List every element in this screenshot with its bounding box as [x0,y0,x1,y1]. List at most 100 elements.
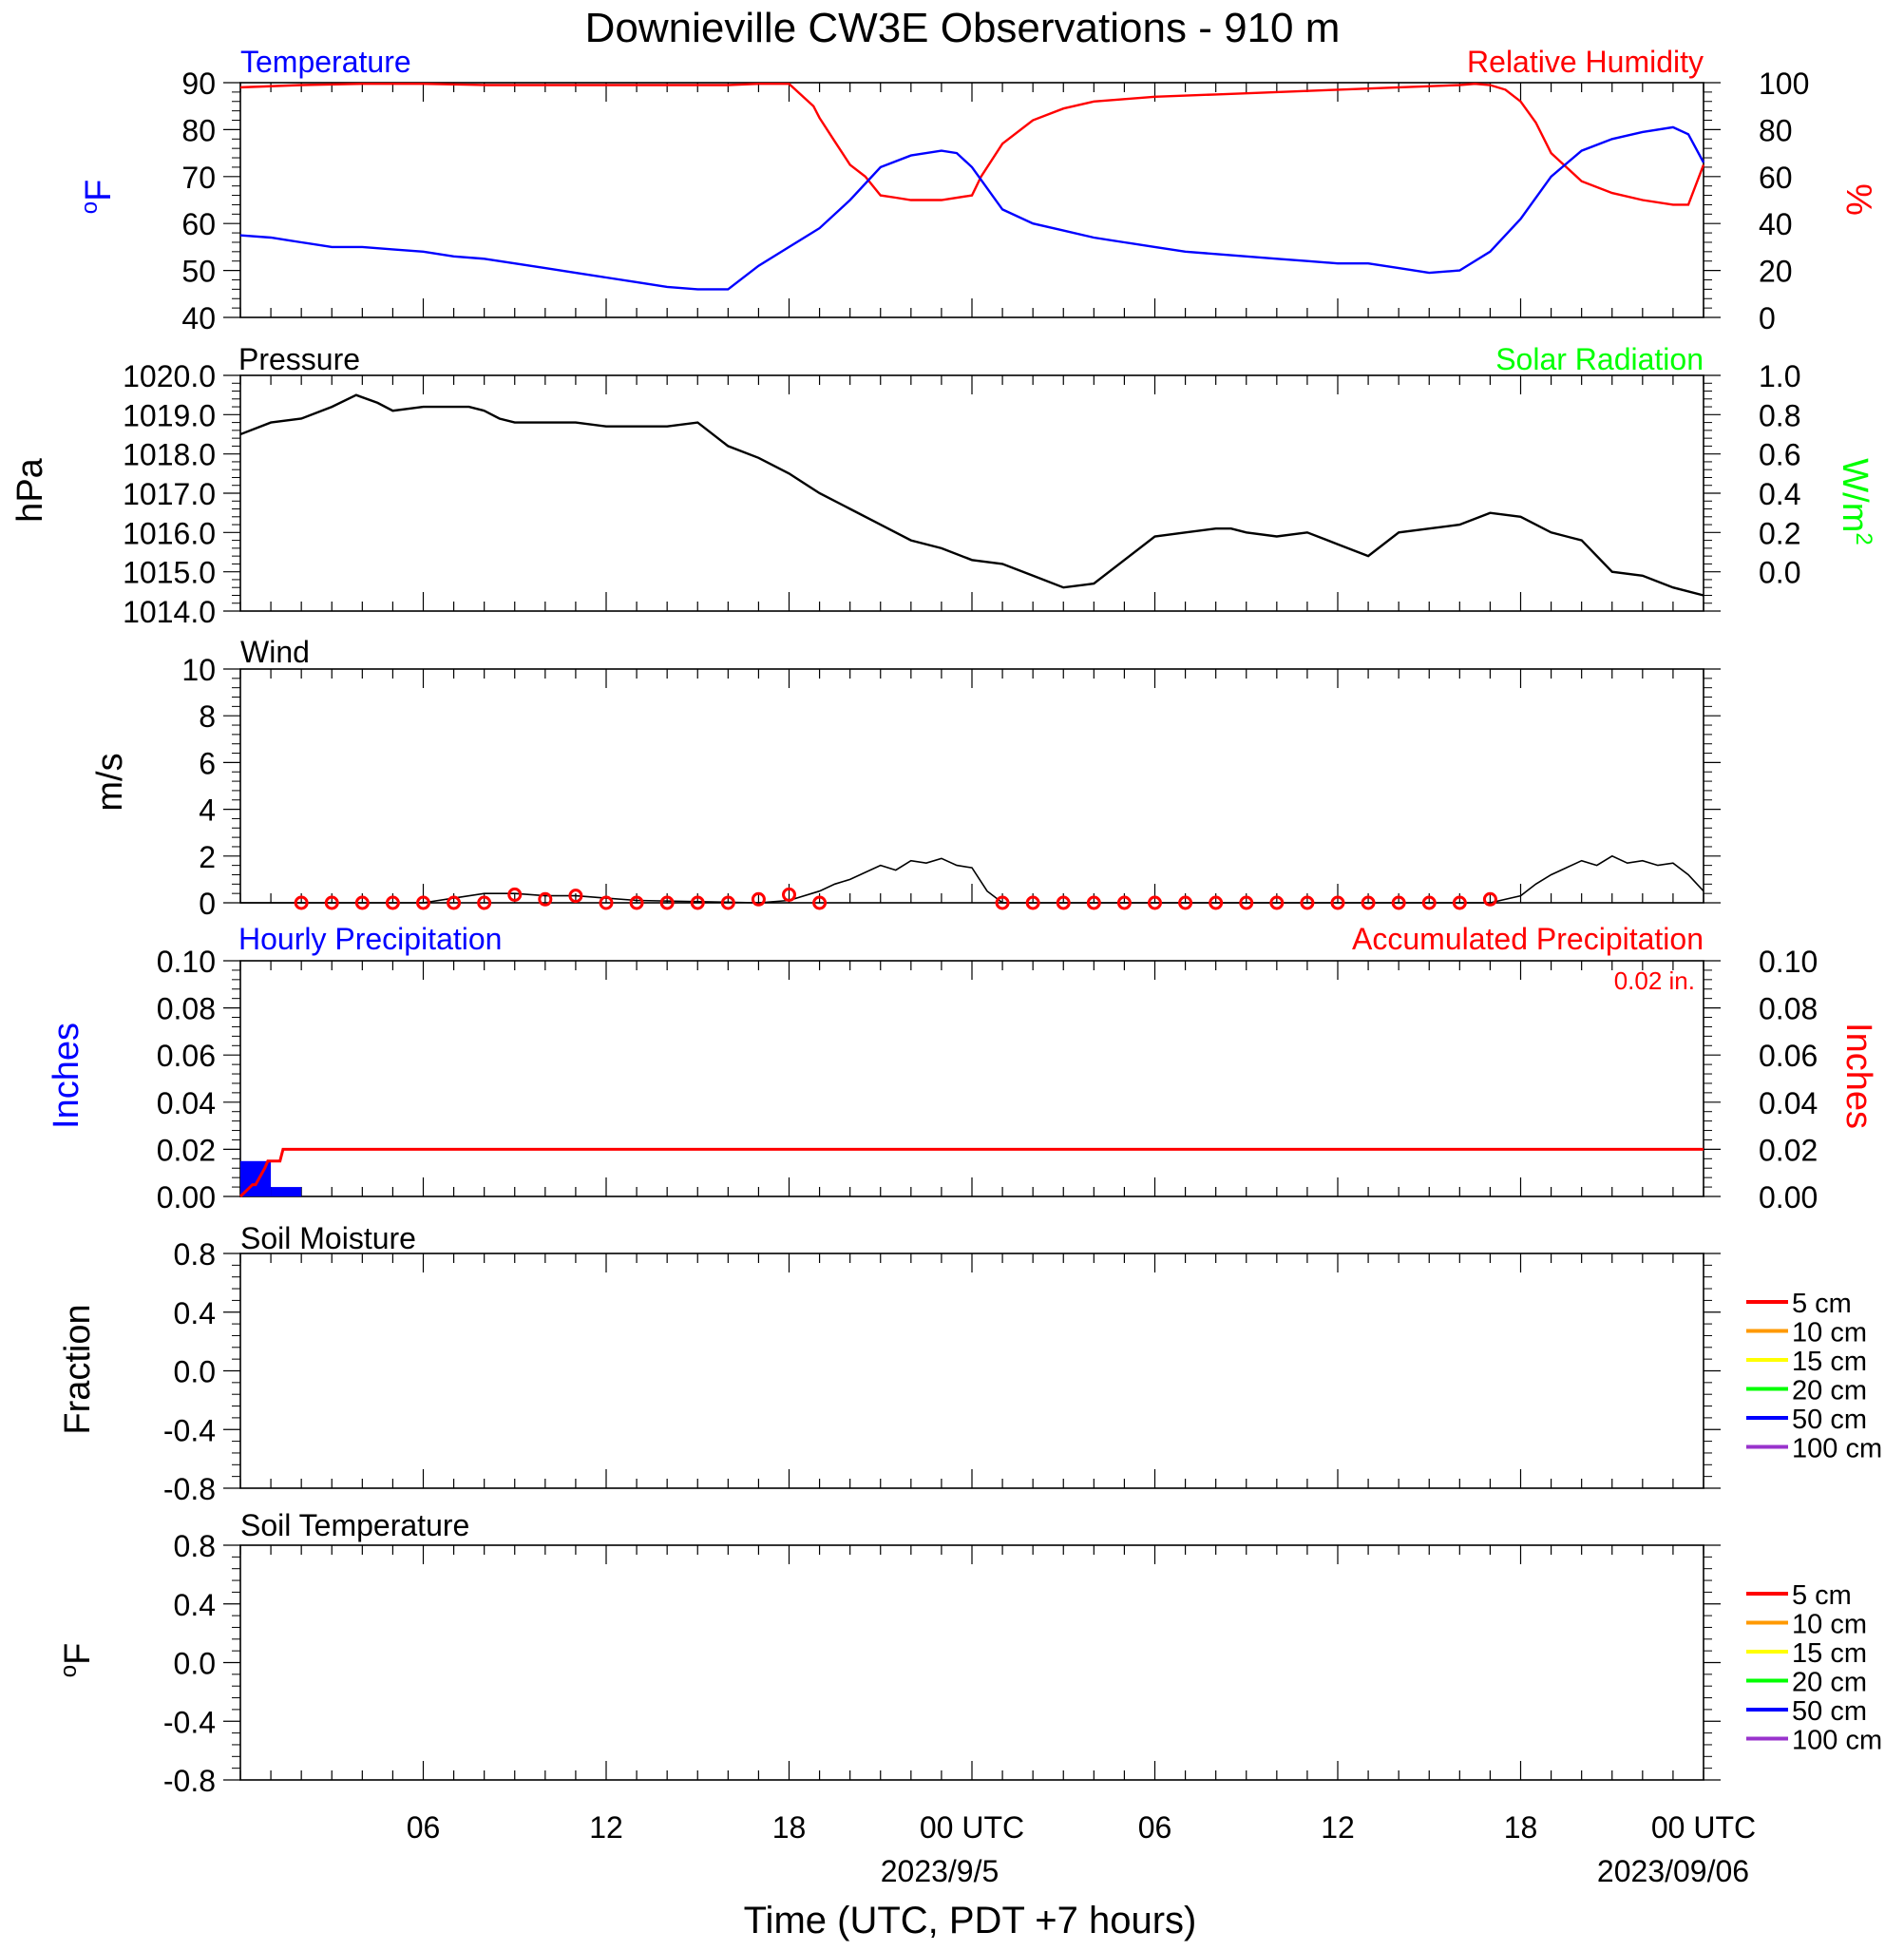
y-tick-label-left: 1016.0 [123,516,216,550]
temperature-humidity-panel: Temperature Relative Humidity oF % [77,45,1878,216]
soil-temperature-panel: Soil Temperature oF [56,1508,469,1677]
y-tick-label-right: 0.02 [1759,1133,1818,1167]
y-tick-label-right: 0.06 [1759,1039,1818,1073]
y-tick-label-left: 50 [181,255,216,289]
y-tick-label-left: 0 [199,887,216,921]
wind-calm-marker [324,895,339,910]
y-tick-label-left: 90 [181,67,216,101]
x-tick-label: 18 [1504,1810,1538,1845]
wind-calm-marker [1269,895,1285,910]
wind-calm-marker [751,891,766,907]
y-tick-label-left: 2 [199,840,216,874]
y-tick-label-left: 0.4 [174,1296,216,1330]
precipitation-panel: Hourly Precipitation Accumulated Precipi… [47,922,1878,1129]
wind-calm-marker [1482,891,1497,907]
x-tick-label: 06 [1138,1810,1172,1845]
wind-calm-marker [995,895,1010,910]
soil-temperature-legend-label: 50 cm [1792,1696,1867,1727]
figure-title: Downieville CW3E Observations - 910 m [585,5,1341,51]
y-tick-label-left: 0.00 [157,1180,216,1215]
y-tick-label-right: 0 [1759,301,1776,335]
y-tick-label-right: 0.04 [1759,1086,1818,1120]
wind-calm-marker [385,895,400,910]
accum-precip-total: 0.02 in. [1614,966,1695,995]
y-tick-label-left: 0.0 [174,1355,216,1389]
accum-precip-title: Accumulated Precipitation [1352,922,1704,956]
y-tick-label-right: 80 [1759,113,1793,147]
y-tick-label-left: 0.08 [157,992,216,1026]
wind-calm-marker [1391,895,1406,910]
wind-axis-label: m/s [90,753,130,811]
pressure-title: Pressure [238,342,360,376]
wind-calm-marker [1148,895,1162,910]
wind-panel: Wind m/s [90,635,310,812]
soil-moisture-title: Soil Moisture [240,1221,416,1255]
y-tick-label-left: -0.8 [163,1472,216,1506]
panel-frame [239,82,1704,318]
soil-temperature-legend-label: 5 cm [1792,1580,1852,1611]
y-tick-label-right: 0.2 [1759,516,1800,550]
temperature-axis-label: oF [77,180,119,215]
wind-calm-marker [1452,895,1467,910]
y-tick-label-left: 1014.0 [123,595,216,629]
y-tick-label-left: 0.8 [174,1237,216,1272]
y-tick-label-left: -0.8 [163,1764,216,1798]
y-tick-label-right: 40 [1759,207,1793,241]
wind-calm-marker [782,887,796,902]
y-tick-label-right: 0.00 [1759,1180,1818,1215]
wind-calm-marker [690,895,705,910]
y-tick-label-left: 1017.0 [123,477,216,511]
y-tick-label-left: 0.06 [157,1039,216,1073]
relative-humidity-title: Relative Humidity [1467,45,1704,79]
x-tick-label: 18 [772,1810,807,1845]
wind-calm-marker [416,895,430,910]
wind-calm-marker [812,895,828,910]
wind-calm-marker [1056,895,1071,910]
y-tick-label-left: 0.04 [157,1086,216,1120]
soil-temperature-legend-label: 20 cm [1792,1668,1867,1698]
y-tick-label-left: 70 [181,161,216,195]
y-tick-label-left: 80 [181,113,216,147]
y-tick-label-left: -0.4 [163,1413,216,1447]
wind-calm-marker [507,887,523,902]
x-date-label-2: 2023/09/06 [1597,1854,1749,1888]
y-tick-label-right: 100 [1759,67,1809,101]
soil-temperature-title: Soil Temperature [240,1508,469,1542]
hourly-precip-bar [271,1187,302,1196]
wind-calm-marker [477,895,492,910]
y-tick-label-left: 0.0 [174,1647,216,1681]
y-tick-label-left: 1019.0 [123,398,216,432]
x-tick-label: 12 [589,1810,623,1845]
accum-precip-axis-label: Inches [1838,1023,1878,1129]
y-tick-label-left: 1018.0 [123,438,216,472]
y-tick-label-right: 0.10 [1759,945,1818,979]
y-tick-label-left: 0.4 [174,1588,216,1622]
panel-frame [239,1544,1704,1781]
soil-temperature-legend-label: 15 cm [1792,1638,1867,1669]
wind-calm-marker [1086,895,1101,910]
solar-axis-label: W/m2 [1835,458,1876,545]
x-tick-label: 12 [1321,1810,1355,1845]
wind-calm-marker [447,895,462,910]
wind-calm-marker [1330,895,1345,910]
soil-moisture-legend-label: 100 cm [1792,1434,1882,1464]
soil-moisture-legend-label: 20 cm [1792,1376,1867,1406]
wind-calm-marker [1300,895,1315,910]
wind-calm-marker [599,895,614,910]
y-tick-label-left: 8 [199,699,216,734]
y-tick-label-right: 20 [1759,255,1793,289]
y-tick-label-left: 1020.0 [123,359,216,393]
wind-calm-marker [538,891,553,907]
wind-calm-marker [1361,895,1376,910]
accumulated-precip-line [238,1147,1704,1198]
y-tick-label-left: 1015.0 [123,556,216,590]
y-tick-label-left: 4 [199,794,216,828]
panel-frame [239,374,1704,612]
soil-moisture-legend-label: 10 cm [1792,1318,1867,1348]
wind-calm-marker [294,895,309,910]
humidity-axis-label: % [1838,183,1878,216]
y-tick-label-right: 1.0 [1759,359,1800,393]
panel-frame [239,960,1704,1197]
